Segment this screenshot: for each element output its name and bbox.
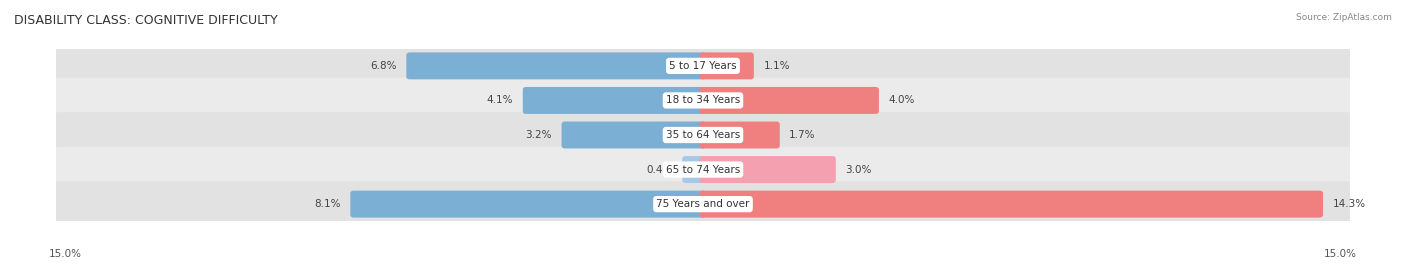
FancyBboxPatch shape [700, 87, 879, 114]
Text: 4.0%: 4.0% [889, 95, 915, 106]
Text: 35 to 64 Years: 35 to 64 Years [666, 130, 740, 140]
FancyBboxPatch shape [49, 181, 1357, 227]
FancyBboxPatch shape [350, 191, 706, 218]
Text: 1.7%: 1.7% [789, 130, 815, 140]
Text: Source: ZipAtlas.com: Source: ZipAtlas.com [1296, 14, 1392, 22]
Text: 15.0%: 15.0% [49, 249, 82, 259]
Text: 1.1%: 1.1% [763, 61, 790, 71]
Text: 15.0%: 15.0% [1324, 249, 1357, 259]
FancyBboxPatch shape [523, 87, 706, 114]
Text: DISABILITY CLASS: COGNITIVE DIFFICULTY: DISABILITY CLASS: COGNITIVE DIFFICULTY [14, 14, 278, 26]
FancyBboxPatch shape [561, 122, 706, 148]
FancyBboxPatch shape [682, 156, 706, 183]
Text: 8.1%: 8.1% [315, 199, 340, 209]
FancyBboxPatch shape [406, 52, 706, 79]
Text: 65 to 74 Years: 65 to 74 Years [666, 164, 740, 175]
FancyBboxPatch shape [49, 43, 1357, 89]
Text: 14.3%: 14.3% [1333, 199, 1365, 209]
Text: 5 to 17 Years: 5 to 17 Years [669, 61, 737, 71]
FancyBboxPatch shape [49, 147, 1357, 192]
Text: 3.0%: 3.0% [845, 164, 872, 175]
FancyBboxPatch shape [700, 52, 754, 79]
Text: 3.2%: 3.2% [526, 130, 553, 140]
Text: 18 to 34 Years: 18 to 34 Years [666, 95, 740, 106]
Text: 0.4%: 0.4% [647, 164, 673, 175]
FancyBboxPatch shape [49, 112, 1357, 158]
FancyBboxPatch shape [49, 78, 1357, 123]
FancyBboxPatch shape [700, 191, 1323, 218]
FancyBboxPatch shape [700, 122, 780, 148]
Text: 4.1%: 4.1% [486, 95, 513, 106]
FancyBboxPatch shape [700, 156, 835, 183]
Text: 75 Years and over: 75 Years and over [657, 199, 749, 209]
Text: 6.8%: 6.8% [370, 61, 396, 71]
